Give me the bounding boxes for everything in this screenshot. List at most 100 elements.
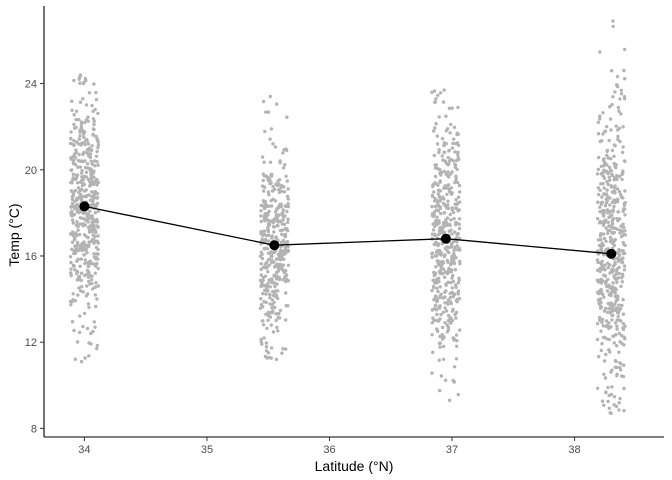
data-point (615, 83, 619, 88)
data-point (599, 290, 603, 295)
data-point (91, 202, 95, 207)
data-point (620, 303, 624, 308)
data-point (279, 251, 283, 256)
data-point (451, 159, 456, 163)
data-point (275, 262, 279, 266)
data-point (451, 210, 456, 215)
data-point (450, 106, 454, 110)
data-point (274, 293, 279, 298)
data-point (444, 223, 449, 228)
data-point (266, 351, 271, 355)
data-point (430, 90, 434, 95)
data-point (73, 177, 78, 181)
data-point (73, 251, 77, 256)
data-point (95, 195, 100, 200)
data-point (598, 114, 602, 118)
data-point (269, 346, 274, 350)
data-point (622, 207, 626, 211)
data-point (75, 269, 79, 274)
data-point (439, 292, 443, 296)
data-point (267, 223, 272, 227)
data-point (69, 232, 73, 236)
data-point (606, 220, 610, 224)
data-point (454, 316, 458, 320)
data-point (432, 242, 436, 247)
data-point (286, 202, 290, 206)
data-point (70, 240, 75, 244)
data-point (72, 126, 77, 130)
data-point (602, 359, 607, 363)
data-point (286, 197, 290, 201)
data-point (435, 248, 440, 253)
data-point (445, 271, 450, 276)
data-point (617, 408, 621, 412)
data-point (274, 257, 279, 261)
data-point (596, 167, 600, 172)
data-point (612, 230, 616, 235)
data-point (280, 232, 284, 236)
data-point (261, 278, 265, 283)
data-point (93, 325, 97, 329)
data-point (87, 213, 91, 217)
data-point (611, 19, 615, 23)
data-point (622, 225, 626, 230)
data-point (82, 311, 87, 316)
data-point (430, 251, 435, 255)
data-point (431, 228, 436, 232)
data-point (280, 222, 284, 226)
data-point (272, 273, 277, 278)
data-point (281, 278, 285, 282)
data-point (83, 142, 87, 147)
data-point (69, 189, 74, 193)
data-point (73, 357, 78, 361)
data-point (286, 187, 290, 191)
data-point (269, 323, 273, 327)
data-point (281, 166, 286, 170)
data-point (90, 170, 95, 174)
data-point (69, 168, 73, 172)
data-point (266, 239, 271, 243)
data-point (442, 335, 446, 339)
data-point (441, 344, 446, 349)
data-point (285, 227, 289, 231)
data-point (430, 204, 434, 209)
data-point (443, 321, 447, 325)
data-point (88, 155, 93, 160)
data-point (86, 166, 90, 170)
data-point (262, 300, 266, 304)
data-point (267, 257, 271, 262)
data-point (83, 120, 87, 125)
data-point (599, 329, 603, 333)
data-point (71, 172, 76, 176)
data-point (623, 337, 627, 341)
data-point (455, 221, 459, 225)
data-point (277, 275, 281, 280)
data-point (84, 246, 88, 251)
data-point (613, 308, 618, 312)
data-point (614, 359, 618, 364)
data-point (84, 170, 89, 174)
data-point (453, 245, 457, 249)
data-point (88, 152, 93, 156)
data-point (619, 319, 623, 323)
data-point (262, 189, 266, 193)
mean-point (440, 233, 451, 244)
data-point (85, 151, 90, 155)
data-point (610, 102, 614, 107)
data-point (435, 200, 440, 204)
data-point (268, 160, 273, 164)
data-point (78, 189, 82, 193)
data-point (616, 105, 621, 110)
data-point (86, 235, 90, 240)
data-point (275, 282, 279, 286)
data-point (278, 308, 283, 313)
data-point (270, 189, 275, 193)
data-point (96, 140, 100, 144)
data-point (606, 385, 610, 390)
data-point (613, 321, 618, 325)
data-point (70, 218, 75, 222)
data-point (610, 173, 614, 178)
data-point (74, 117, 78, 122)
data-point (619, 368, 623, 372)
data-point (458, 190, 462, 194)
